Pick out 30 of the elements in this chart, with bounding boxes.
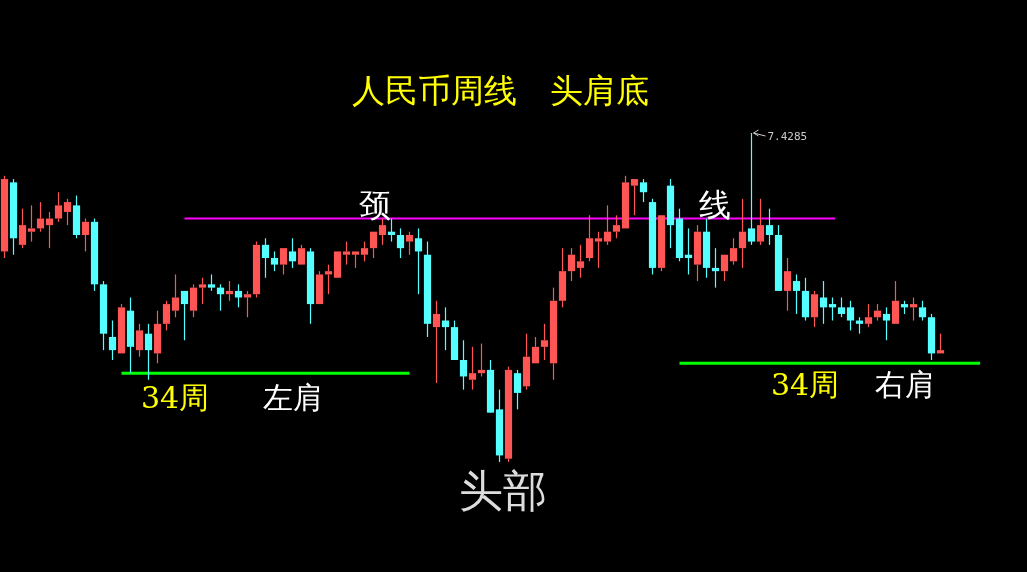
candlestick xyxy=(414,227,423,295)
candlestick xyxy=(270,250,279,272)
annotation: 颈 xyxy=(359,186,391,224)
candlestick xyxy=(180,290,189,341)
annotation: 线 xyxy=(699,186,731,224)
candlestick xyxy=(288,237,297,269)
candlestick xyxy=(396,227,405,259)
candlestick xyxy=(513,369,522,410)
candlestick xyxy=(837,296,846,318)
annotation: 左肩 xyxy=(263,380,323,415)
annotation: 34周 xyxy=(770,367,840,402)
annotation: 34周 xyxy=(140,380,210,415)
candlestick xyxy=(747,132,756,246)
chart-title: 人民币周线 头肩底 xyxy=(351,71,649,110)
candlestick xyxy=(792,273,801,315)
candlestick xyxy=(522,333,531,391)
candlestick xyxy=(918,300,927,322)
text: 头部 xyxy=(459,465,547,516)
candlestick xyxy=(459,339,468,391)
candlestick xyxy=(144,323,153,381)
candlestick xyxy=(765,208,774,246)
candlestick xyxy=(738,198,747,269)
annotation: 7.4285 xyxy=(767,130,808,143)
candlestick xyxy=(882,306,891,341)
candlestick xyxy=(261,237,270,279)
candlestick xyxy=(639,178,648,203)
annotation: 右肩 xyxy=(875,367,935,402)
candlestick xyxy=(846,300,855,331)
candlestick xyxy=(108,319,117,361)
candlestick xyxy=(234,283,243,308)
